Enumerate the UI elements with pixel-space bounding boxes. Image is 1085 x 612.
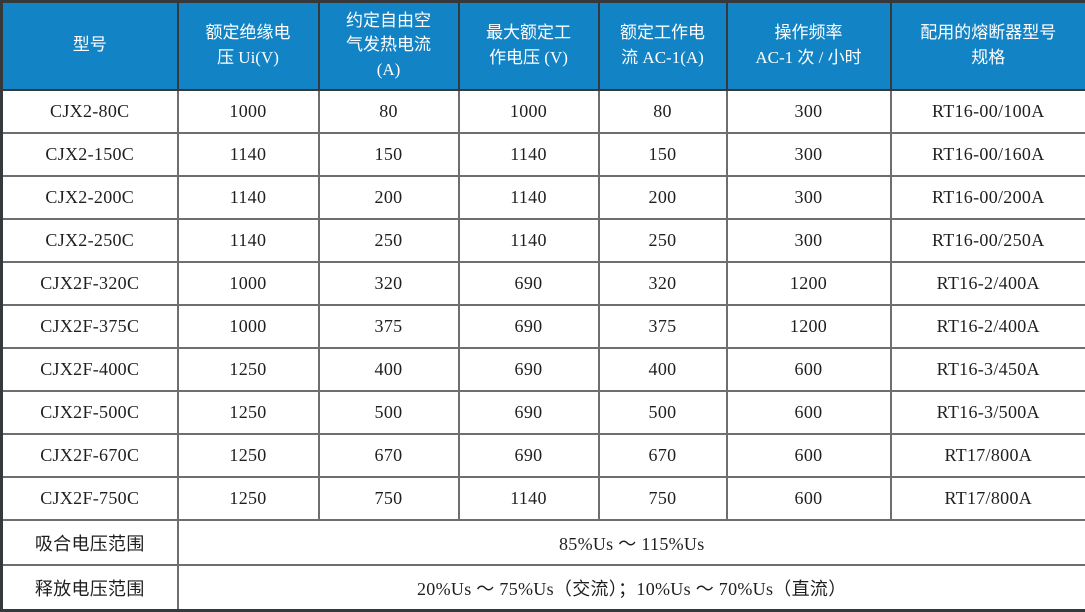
value-cell: 690 xyxy=(457,433,600,479)
model-cell: CJX2-150C xyxy=(0,131,179,177)
model-cell: CJX2-200C xyxy=(0,174,179,220)
column-header-model: 型号 xyxy=(0,0,179,91)
value-cell: 250 xyxy=(597,217,728,263)
table-row: CJX2F-500C 1250 500 690 500 600 RT16-3/500A xyxy=(0,390,1085,436)
column-header-rated-current: 额定工作电 流 AC-1(A) xyxy=(597,0,728,91)
value-cell: 1140 xyxy=(457,131,600,177)
value-cell: 300 xyxy=(725,217,892,263)
value-cell: 300 xyxy=(725,174,892,220)
value-cell: 1140 xyxy=(457,174,600,220)
value-cell: 320 xyxy=(597,260,728,306)
pickup-voltage-row: 吸合电压范围 85%Us ～ 115%Us xyxy=(0,519,1085,567)
release-voltage-row: 释放电压范围 20%Us ～ 75%Us（交流）；10%Us ～ 70%Us（直… xyxy=(0,564,1085,612)
model-cell: CJX2F-320C xyxy=(0,260,179,306)
value-cell: 80 xyxy=(597,88,728,134)
value-cell: 300 xyxy=(725,88,892,134)
value-cell: 600 xyxy=(725,476,892,522)
model-cell: CJX2F-670C xyxy=(0,433,179,479)
pickup-voltage-range-cell: 85%Us ～ 115%Us xyxy=(176,519,1085,567)
value-cell: 1140 xyxy=(176,131,320,177)
fuse-cell: RT16-00/200A xyxy=(889,174,1085,220)
value-cell: 320 xyxy=(317,260,460,306)
table-row: CJX2F-400C 1250 400 690 400 600 RT16-3/450A xyxy=(0,346,1085,393)
value-cell: 1140 xyxy=(457,217,600,263)
value-cell: 400 xyxy=(597,346,728,393)
value-cell: 250 xyxy=(317,217,460,263)
table-row: CJX2-80C 1000 80 1000 80 300 RT16-00/100A xyxy=(0,88,1085,134)
value-cell: 1200 xyxy=(725,303,892,349)
fuse-cell: RT16-3/450A xyxy=(889,346,1085,393)
value-cell: 1250 xyxy=(176,346,320,393)
value-cell: 1250 xyxy=(176,476,320,522)
fuse-cell: RT16-2/400A xyxy=(889,303,1085,349)
column-header-operating-frequency: 操作频率 AC-1 次 / 小时 xyxy=(725,0,892,91)
value-cell: 600 xyxy=(725,346,892,393)
fuse-cell: RT16-3/500A xyxy=(889,390,1085,436)
value-cell: 1140 xyxy=(176,174,320,220)
value-cell: 690 xyxy=(457,390,600,436)
model-cell: CJX2F-375C xyxy=(0,303,179,349)
model-cell: CJX2-250C xyxy=(0,217,179,263)
fuse-cell: RT16-00/100A xyxy=(889,88,1085,134)
value-cell: 375 xyxy=(597,303,728,349)
fuse-cell: RT17/800A xyxy=(889,476,1085,522)
model-cell: CJX2-80C xyxy=(0,88,179,134)
value-cell: 80 xyxy=(317,88,460,134)
value-cell: 670 xyxy=(597,433,728,479)
column-header-thermal-current: 约定自由空 气发热电流 (A) xyxy=(317,0,460,91)
model-cell: CJX2F-500C xyxy=(0,390,179,436)
value-cell: 750 xyxy=(317,476,460,522)
footer-label-cell: 吸合电压范围 xyxy=(0,519,179,567)
column-header-fuse-spec: 配用的熔断器型号 规格 xyxy=(889,0,1085,91)
value-cell: 670 xyxy=(317,433,460,479)
value-cell: 1140 xyxy=(176,217,320,263)
value-cell: 690 xyxy=(457,260,600,306)
value-cell: 1000 xyxy=(176,260,320,306)
column-header-max-working-voltage: 最大额定工 作电压 (V) xyxy=(457,0,600,91)
value-cell: 750 xyxy=(597,476,728,522)
value-cell: 500 xyxy=(317,390,460,436)
footer-label-cell: 释放电压范围 xyxy=(0,564,179,612)
model-cell: CJX2F-400C xyxy=(0,346,179,393)
value-cell: 500 xyxy=(597,390,728,436)
value-cell: 1140 xyxy=(457,476,600,522)
value-cell: 1000 xyxy=(176,88,320,134)
fuse-cell: RT16-2/400A xyxy=(889,260,1085,306)
fuse-cell: RT16-00/250A xyxy=(889,217,1085,263)
value-cell: 1200 xyxy=(725,260,892,306)
value-cell: 690 xyxy=(457,346,600,393)
value-cell: 200 xyxy=(317,174,460,220)
value-cell: 1250 xyxy=(176,433,320,479)
value-cell: 600 xyxy=(725,433,892,479)
value-cell: 1000 xyxy=(457,88,600,134)
value-cell: 150 xyxy=(317,131,460,177)
value-cell: 1000 xyxy=(176,303,320,349)
table-row: CJX2F-670C 1250 670 690 670 600 RT17/800A xyxy=(0,433,1085,479)
value-cell: 375 xyxy=(317,303,460,349)
fuse-cell: RT16-00/160A xyxy=(889,131,1085,177)
column-header-insulation-voltage: 额定绝缘电 压 Ui(V) xyxy=(176,0,320,91)
value-cell: 690 xyxy=(457,303,600,349)
model-cell: CJX2F-750C xyxy=(0,476,179,522)
value-cell: 400 xyxy=(317,346,460,393)
value-cell: 150 xyxy=(597,131,728,177)
header-row: 型号 额定绝缘电 压 Ui(V) 约定自由空 气发热电流 (A) 最大额定工 作… xyxy=(0,0,1085,91)
table-row: CJX2F-375C 1000 375 690 375 1200 RT16-2/400A xyxy=(0,303,1085,349)
value-cell: 200 xyxy=(597,174,728,220)
value-cell: 1250 xyxy=(176,390,320,436)
table-row: CJX2-200C 1140 200 1140 200 300 RT16-00/200A xyxy=(0,174,1085,220)
table-row: CJX2F-320C 1000 320 690 320 1200 RT16-2/400A xyxy=(0,260,1085,306)
table-row: CJX2-250C 1140 250 1140 250 300 RT16-00/250A xyxy=(0,217,1085,263)
value-cell: 300 xyxy=(725,131,892,177)
release-voltage-range-cell: 20%Us ～ 75%Us（交流）；10%Us ～ 70%Us（直流） xyxy=(176,564,1085,612)
value-cell: 600 xyxy=(725,390,892,436)
table-row: CJX2F-750C 1250 750 1140 750 600 RT17/800A xyxy=(0,476,1085,522)
table-row: CJX2-150C 1140 150 1140 150 300 RT16-00/160A xyxy=(0,131,1085,177)
fuse-cell: RT17/800A xyxy=(889,433,1085,479)
